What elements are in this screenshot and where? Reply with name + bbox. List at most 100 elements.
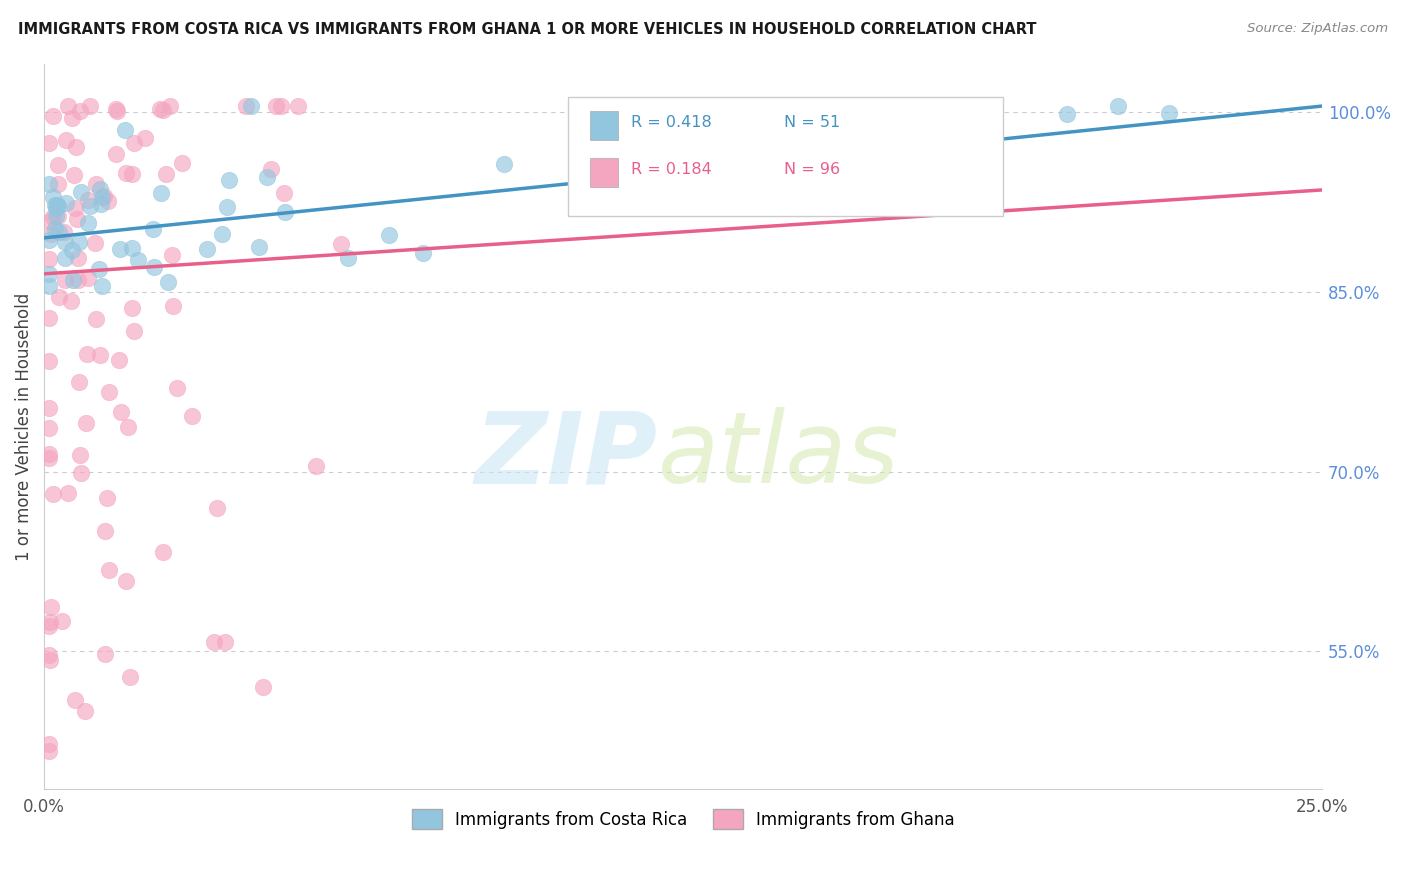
Point	[84, 177, 107, 191]
Point	[247, 240, 270, 254]
Point	[94, 524, 117, 539]
Point	[90, 190, 112, 204]
Point	[98, 385, 121, 400]
Point	[58, 486, 80, 500]
Y-axis label: 1 or more Vehicles in Household: 1 or more Vehicles in Household	[15, 293, 32, 561]
Point	[94, 647, 117, 661]
Point	[70, 185, 93, 199]
Point	[160, 248, 183, 262]
Point	[45, 201, 67, 215]
Point	[67, 376, 90, 390]
Point	[63, 168, 86, 182]
Point	[159, 99, 181, 113]
Point	[39, 600, 62, 615]
Point	[60, 111, 83, 125]
Point	[150, 186, 173, 201]
Point	[38, 648, 60, 662]
Point	[55, 196, 77, 211]
Point	[60, 293, 83, 308]
Point	[378, 228, 401, 243]
Text: IMMIGRANTS FROM COSTA RICA VS IMMIGRANTS FROM GHANA 1 OR MORE VEHICLES IN HOUSEH: IMMIGRANTS FROM COSTA RICA VS IMMIGRANTS…	[18, 22, 1036, 37]
Point	[70, 466, 93, 480]
Text: N = 96: N = 96	[785, 161, 841, 177]
Point	[60, 243, 83, 257]
Text: R = 0.184: R = 0.184	[631, 161, 711, 177]
Point	[97, 194, 120, 209]
Point	[42, 109, 65, 123]
Point	[63, 693, 86, 707]
Point	[38, 233, 60, 247]
Point	[63, 201, 86, 215]
Point	[108, 243, 131, 257]
Point	[69, 448, 91, 462]
Point	[256, 170, 278, 185]
Text: N = 51: N = 51	[785, 114, 841, 129]
Point	[38, 421, 60, 435]
Point	[84, 311, 107, 326]
Point	[215, 200, 238, 214]
Point	[38, 214, 60, 228]
Point	[211, 227, 233, 241]
Point	[148, 103, 170, 117]
Point	[38, 177, 60, 191]
Point	[156, 275, 179, 289]
Point	[202, 634, 225, 648]
Point	[66, 212, 89, 227]
Point	[214, 634, 236, 648]
Point	[218, 172, 240, 186]
Point	[53, 273, 76, 287]
Point	[134, 131, 156, 145]
Point	[42, 487, 65, 501]
Point	[77, 193, 100, 207]
Point	[38, 252, 60, 267]
Point	[122, 324, 145, 338]
Point	[51, 614, 73, 628]
Point	[53, 235, 76, 249]
Point	[122, 136, 145, 150]
Point	[48, 210, 70, 224]
Point	[260, 162, 283, 177]
Point	[66, 251, 89, 265]
Point	[44, 222, 66, 236]
Point	[127, 253, 149, 268]
Text: R = 0.418: R = 0.418	[631, 114, 711, 129]
Point	[121, 301, 143, 315]
Point	[330, 237, 353, 252]
Point	[46, 199, 69, 213]
Point	[38, 401, 60, 415]
Point	[42, 190, 65, 204]
Point	[38, 447, 60, 461]
Point	[114, 122, 136, 136]
FancyBboxPatch shape	[591, 112, 619, 140]
Point	[42, 210, 65, 224]
Point	[55, 133, 77, 147]
FancyBboxPatch shape	[591, 159, 619, 187]
Point	[142, 221, 165, 235]
Point	[205, 500, 228, 515]
Point	[274, 205, 297, 219]
Point	[152, 103, 174, 117]
Point	[38, 354, 60, 368]
Point	[110, 405, 132, 419]
Point	[118, 670, 141, 684]
Point	[142, 260, 165, 275]
Point	[181, 409, 204, 423]
Point	[89, 262, 111, 277]
Point	[89, 197, 111, 211]
Point	[270, 99, 292, 113]
Point	[152, 545, 174, 559]
Point	[273, 186, 295, 200]
Point	[38, 267, 60, 281]
Point	[56, 99, 79, 113]
Text: ZIP: ZIP	[475, 407, 658, 504]
Point	[73, 704, 96, 718]
Point	[239, 99, 262, 113]
Point	[1157, 105, 1180, 120]
Point	[65, 140, 87, 154]
Point	[48, 225, 70, 239]
Point	[104, 147, 127, 161]
Point	[121, 167, 143, 181]
Point	[39, 615, 62, 629]
Point	[117, 420, 139, 434]
Point	[89, 182, 111, 196]
